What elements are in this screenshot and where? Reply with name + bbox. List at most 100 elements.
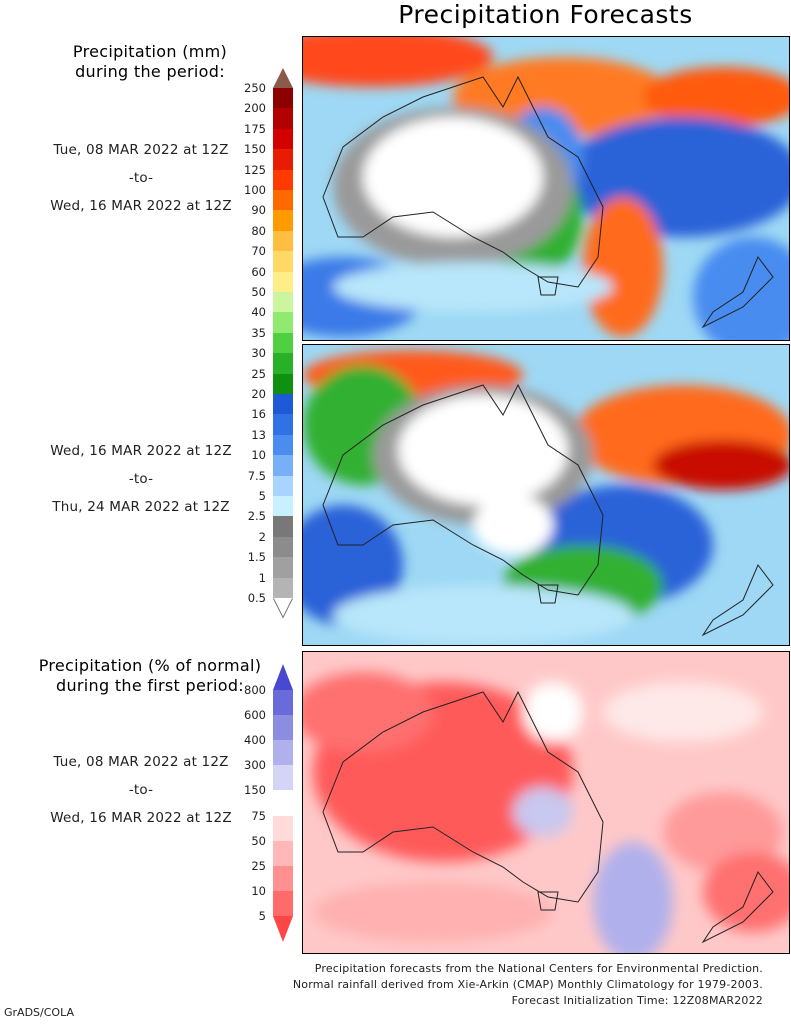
percent-colorbar-label: 10 bbox=[251, 883, 266, 898]
mm-colorbar-label: 16 bbox=[251, 407, 266, 422]
mm-colorbar-segment bbox=[273, 108, 293, 129]
mm-colorbar-label: 70 bbox=[251, 244, 266, 259]
amount-heading-line1: Precipitation (mm) bbox=[72, 42, 228, 61]
percent-colorbar-label: 25 bbox=[251, 858, 266, 873]
mm-colorbar bbox=[273, 68, 293, 623]
mm-colorbar-label: 30 bbox=[251, 346, 266, 361]
footer-line1: Precipitation forecasts from the Nationa… bbox=[314, 962, 763, 975]
mm-colorbar-segment bbox=[273, 210, 293, 231]
mm-colorbar-segment bbox=[273, 251, 293, 272]
anomaly-heading-line1: Precipitation (% of normal) bbox=[38, 656, 262, 675]
precip-map-week1 bbox=[303, 37, 789, 340]
percent-colorbar bbox=[273, 664, 293, 944]
figure-title: Precipitation Forecasts bbox=[398, 0, 693, 29]
mm-colorbar-label: 1.5 bbox=[247, 550, 266, 565]
mm-colorbar-label: 13 bbox=[251, 427, 266, 442]
period2-start: Wed, 16 MAR 2022 at 12Z bbox=[50, 443, 232, 459]
percent-colorbar-bottom-arrow bbox=[273, 915, 293, 942]
mm-colorbar-segment bbox=[273, 557, 293, 578]
footer-line2: Normal rainfall derived from Xie-Arkin (… bbox=[292, 978, 763, 991]
mm-colorbar-segment bbox=[273, 475, 293, 496]
mm-colorbar-segment bbox=[273, 353, 293, 374]
mm-colorbar-label: 10 bbox=[251, 448, 266, 463]
mm-colorbar-label: 40 bbox=[251, 305, 266, 320]
percent-colorbar-segment bbox=[273, 765, 293, 791]
percent-colorbar-segment bbox=[273, 890, 293, 916]
mm-colorbar-label: 60 bbox=[251, 264, 266, 279]
period3-separator: -to- bbox=[128, 782, 154, 798]
period2-separator: -to- bbox=[128, 471, 154, 487]
mm-colorbar-label: 25 bbox=[251, 366, 266, 381]
mm-colorbar-segment bbox=[273, 373, 293, 394]
mm-colorbar-segment bbox=[273, 312, 293, 333]
percent-colorbar-segment bbox=[273, 740, 293, 766]
mm-colorbar-segment bbox=[273, 128, 293, 150]
percent-colorbar-label: 300 bbox=[244, 758, 266, 773]
map-panel-week1 bbox=[302, 36, 790, 341]
mm-colorbar-label: 50 bbox=[251, 285, 266, 299]
period1-end: Wed, 16 MAR 2022 at 12Z bbox=[50, 198, 232, 214]
percent-colorbar-segment bbox=[273, 690, 293, 716]
precip-map-week2 bbox=[303, 345, 789, 645]
mm-colorbar-label: 20 bbox=[251, 387, 266, 401]
period3-end: Wed, 16 MAR 2022 at 12Z bbox=[50, 810, 232, 826]
mm-colorbar-label: 250 bbox=[244, 81, 266, 95]
mm-colorbar-segment bbox=[273, 434, 293, 456]
mm-colorbar-segment bbox=[273, 536, 293, 558]
percent-colorbar-label: 400 bbox=[244, 733, 266, 748]
percent-colorbar-top-arrow bbox=[273, 664, 293, 690]
period1-start: Tue, 08 MAR 2022 at 12Z bbox=[53, 142, 229, 158]
mm-colorbar-segment bbox=[273, 149, 293, 170]
mm-colorbar-label: 7.5 bbox=[247, 468, 266, 483]
mm-colorbar-label: 90 bbox=[251, 203, 266, 218]
software-credit: GrADS/COLA bbox=[4, 1006, 74, 1019]
mm-colorbar-segment bbox=[273, 455, 293, 476]
mm-colorbar-bottom-arrow bbox=[273, 598, 293, 618]
mm-colorbar-label: 200 bbox=[244, 101, 266, 116]
mm-colorbar-label: 5 bbox=[258, 489, 266, 503]
percent-colorbar-segment bbox=[273, 840, 293, 866]
mm-colorbar-bottom-arrow-outline bbox=[273, 598, 293, 619]
mm-colorbar-segment bbox=[273, 516, 293, 537]
map-panel-percent-normal bbox=[302, 651, 790, 954]
mm-colorbar-label: 175 bbox=[244, 121, 266, 136]
mm-colorbar-label: 1 bbox=[258, 570, 266, 585]
mm-colorbar-label: 125 bbox=[244, 162, 266, 177]
percent-colorbar-label: 75 bbox=[251, 808, 266, 823]
mm-colorbar-segment bbox=[273, 292, 293, 313]
percent-colorbar-label: 50 bbox=[251, 833, 266, 848]
amount-heading: Precipitation (mm) during the period: bbox=[0, 42, 300, 82]
percent-colorbar-label: 600 bbox=[244, 708, 266, 723]
mm-colorbar-segment bbox=[273, 271, 293, 292]
mm-colorbar-label: 80 bbox=[251, 223, 266, 238]
percent-normal-map bbox=[303, 652, 789, 953]
anomaly-heading: Precipitation (% of normal) during the f… bbox=[0, 656, 300, 696]
mm-colorbar-label: 0.5 bbox=[247, 591, 266, 605]
period2-end: Thu, 24 MAR 2022 at 12Z bbox=[52, 499, 230, 515]
percent-colorbar-label: 800 bbox=[244, 683, 266, 697]
percent-colorbar-segment bbox=[273, 865, 293, 891]
mm-colorbar-segment bbox=[273, 169, 293, 190]
percent-colorbar-segment bbox=[273, 815, 293, 841]
mm-colorbar-segment bbox=[273, 577, 293, 598]
amount-heading-line2: during the period: bbox=[75, 62, 225, 81]
anomaly-heading-line2: during the first period: bbox=[56, 676, 244, 695]
mm-colorbar-segment bbox=[273, 88, 293, 109]
mm-colorbar-segment bbox=[273, 496, 293, 517]
map-panel-week2 bbox=[302, 344, 790, 646]
mm-colorbar-label: 2.5 bbox=[247, 509, 266, 524]
mm-colorbar-segment bbox=[273, 394, 293, 415]
mm-colorbar-segment bbox=[273, 332, 293, 354]
mm-colorbar-label: 35 bbox=[251, 325, 266, 340]
mm-colorbar-segment bbox=[273, 414, 293, 435]
mm-colorbar-segment bbox=[273, 230, 293, 252]
mm-colorbar-label: 150 bbox=[244, 142, 266, 157]
percent-colorbar-label: 5 bbox=[258, 908, 266, 923]
mm-colorbar-label: 100 bbox=[244, 183, 266, 197]
mm-colorbar-segment bbox=[273, 190, 293, 211]
percent-colorbar-segment bbox=[273, 790, 293, 816]
footer-line3: Forecast Initialization Time: 12Z08MAR20… bbox=[511, 994, 763, 1007]
mm-colorbar-label: 2 bbox=[258, 529, 266, 544]
percent-colorbar-segment bbox=[273, 715, 293, 741]
mm-colorbar-top-arrow bbox=[273, 68, 293, 88]
